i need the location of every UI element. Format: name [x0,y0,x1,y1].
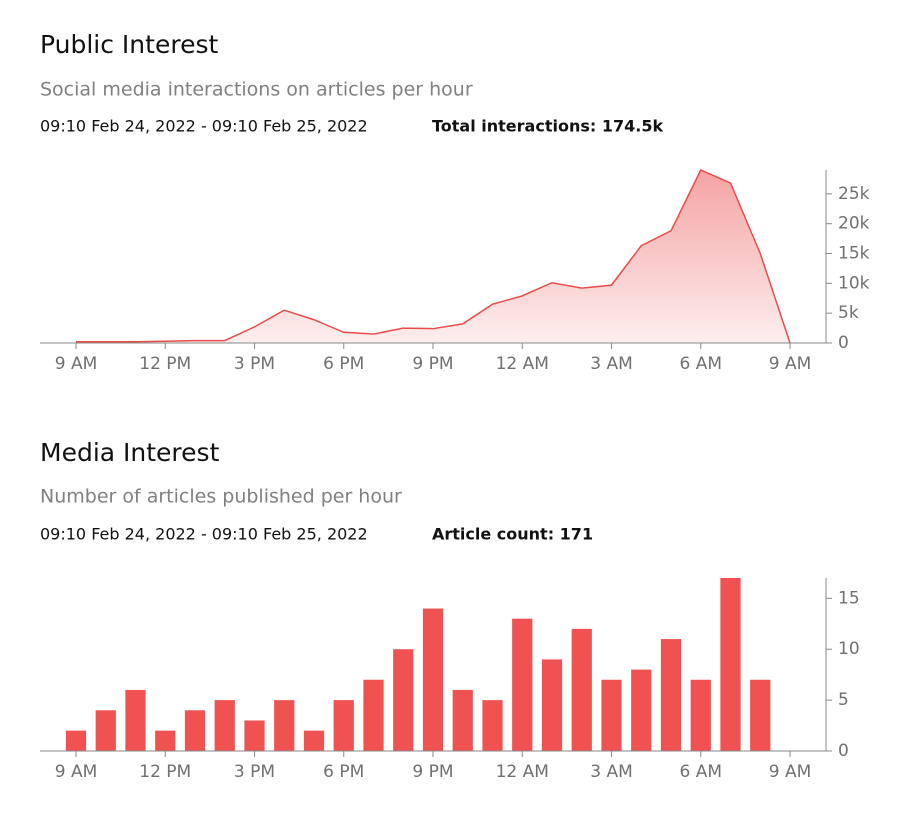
x-tick-label: 9 AM [769,762,812,782]
x-tick-label: 12 AM [496,762,549,782]
y-tick-label: 5 [838,690,849,710]
x-tick-label: 9 AM [55,762,98,782]
bar [422,608,444,751]
x-tick-label: 6 AM [679,762,722,782]
bar [720,578,741,751]
x-tick-label: 6 PM [323,762,364,782]
x-tick-label: 3 AM [590,354,633,374]
chart-title: Public Interest [40,30,218,59]
bar [482,700,503,751]
bar [541,659,563,751]
y-tick-label: 25k [838,184,870,204]
y-tick-label: 15k [838,244,870,264]
bar [65,730,87,751]
bar [155,730,176,751]
bar [184,710,206,751]
bar [274,700,295,751]
bar [690,679,711,751]
bar [125,689,146,751]
y-tick-label: 0 [838,741,849,761]
y-tick-label: 0 [838,333,849,353]
x-tick-label: 12 AM [496,354,549,374]
x-tick-label: 3 PM [234,762,275,782]
date-range: 09:10 Feb 24, 2022 - 09:10 Feb 25, 2022 [40,117,368,136]
bar [393,649,414,751]
y-tick-label: 5k [838,303,859,323]
x-tick-label: 3 AM [590,762,633,782]
x-tick-label: 6 PM [323,354,364,374]
x-tick-label: 9 AM [769,354,812,374]
chart-title: Media Interest [40,438,220,467]
bar [95,710,116,751]
bar [244,720,265,751]
date-range: 09:10 Feb 24, 2022 - 09:10 Feb 25, 2022 [40,525,368,544]
bar [512,618,533,751]
chart-subtitle: Social media interactions on articles pe… [40,79,473,101]
x-tick-label: 9 PM [412,354,453,374]
x-tick-label: 3 PM [234,354,275,374]
summary: Total interactions: 174.5k [432,117,663,136]
bar [303,730,325,751]
y-tick-label: 20k [838,214,870,234]
line [76,169,791,344]
x-tick-label: 12 PM [139,354,191,374]
x-tick-label: 12 PM [139,762,191,782]
y-tick-label: 10k [838,273,870,293]
bar [660,639,682,751]
bar [363,679,384,751]
bar [631,669,652,751]
bar [750,679,771,751]
x-tick-label: 9 PM [412,762,453,782]
chart-subtitle: Number of articles published per hour [40,486,402,508]
x-tick-label: 6 AM [679,354,722,374]
y-tick-label: 10 [838,639,860,659]
bar [214,700,235,751]
bar [571,628,592,751]
area-fill [76,170,790,343]
x-tick-label: 9 AM [55,354,98,374]
bar [601,679,622,751]
y-tick-label: 15 [838,588,860,608]
bar [333,700,354,751]
summary: Article count: 171 [432,525,593,544]
bar [452,689,473,751]
